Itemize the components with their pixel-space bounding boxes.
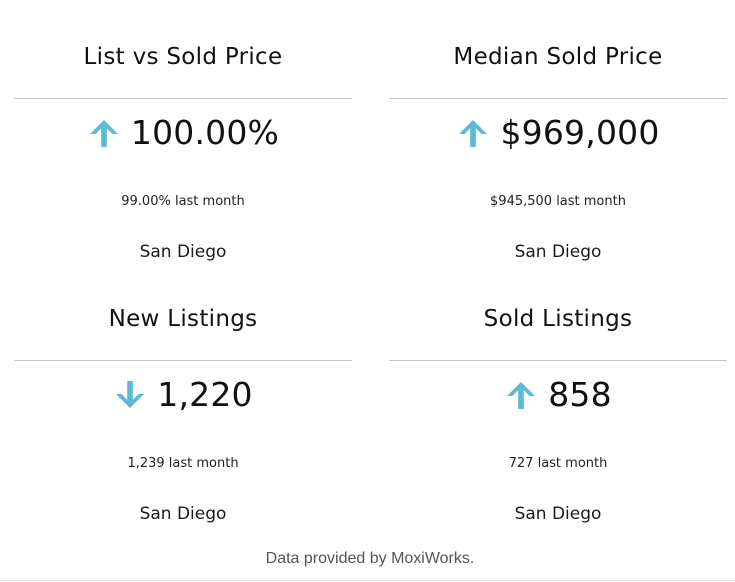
card-title: List vs Sold Price	[83, 44, 283, 70]
bottom-divider	[0, 580, 735, 581]
location-label: San Diego	[139, 504, 227, 524]
card-title: Sold Listings	[483, 306, 633, 332]
stat-value: $969,000	[500, 113, 660, 152]
arrow-down-icon	[113, 378, 147, 412]
stat-value: 858	[548, 375, 612, 414]
card-divider	[14, 360, 352, 361]
arrow-up-icon	[504, 378, 538, 412]
location-label: San Diego	[139, 242, 227, 262]
stat-card-sold-listings: Sold Listings 858 727 last month San Die…	[389, 262, 727, 524]
last-month-value: 727 last month	[508, 456, 608, 471]
last-month-value: 1,239 last month	[127, 456, 239, 471]
last-month-value: $945,500 last month	[490, 194, 626, 209]
location-label: San Diego	[514, 504, 602, 524]
value-row: 858	[389, 372, 727, 418]
value-row: 1,220	[14, 372, 352, 418]
card-title: Median Sold Price	[453, 44, 663, 70]
arrow-up-icon	[87, 116, 121, 150]
location-label: San Diego	[514, 242, 602, 262]
stat-value: 1,220	[157, 375, 253, 414]
last-month-value: 99.00% last month	[121, 194, 245, 209]
stat-card-median-sold-price: Median Sold Price $969,000 $945,500 last…	[389, 0, 727, 262]
value-row: $969,000	[389, 110, 727, 156]
arrow-up-icon	[456, 116, 490, 150]
stat-card-new-listings: New Listings 1,220 1,239 last month San …	[14, 262, 352, 524]
stat-value: 100.00%	[130, 113, 280, 152]
stat-card-list-vs-sold-price: List vs Sold Price 100.00% 99.00% last m…	[14, 0, 352, 262]
data-attribution: Data provided by MoxiWorks.	[265, 550, 475, 567]
value-row: 100.00%	[14, 110, 352, 156]
card-divider	[14, 98, 352, 99]
card-divider	[389, 360, 727, 361]
card-divider	[389, 98, 727, 99]
card-title: New Listings	[108, 306, 258, 332]
